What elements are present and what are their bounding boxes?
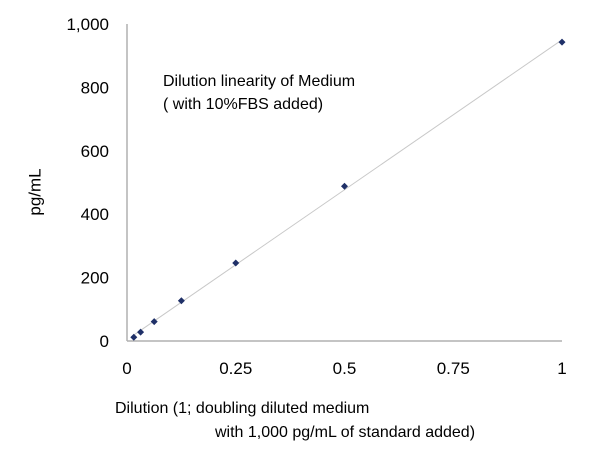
x-tick-label: 0.75	[437, 359, 470, 378]
y-tick-label: 400	[81, 205, 109, 224]
data-point	[177, 297, 185, 305]
x-tick-label: 1	[557, 359, 566, 378]
data-point	[341, 182, 348, 190]
x-axis-label-line-1: Dilution (1; doubling diluted medium	[115, 400, 370, 417]
y-tick-label: 600	[81, 142, 109, 161]
data-point	[137, 328, 145, 336]
data-point	[130, 333, 138, 341]
x-axis-label-line-2: with 1,000 pg/mL of standard added)	[215, 424, 476, 441]
data-point	[150, 318, 158, 326]
trendline	[133, 39, 563, 336]
y-tick-label: 1,000	[66, 15, 109, 34]
x-tick-label: 0.25	[219, 359, 252, 378]
data-point	[232, 259, 240, 267]
annotation-line-1: Dilution linearity of Medium	[163, 73, 356, 90]
x-tick-label: 0.5	[333, 359, 357, 378]
y-tick-label: 200	[81, 269, 109, 288]
y-tick-label: 800	[81, 78, 109, 97]
y-tick-label: 0	[100, 332, 109, 351]
annotation-line-2: ( with 10%FBS added)	[163, 96, 324, 113]
data-point	[558, 38, 566, 46]
x-tick-label: 0	[122, 359, 131, 378]
y-axis-label: pg/mL	[25, 168, 45, 216]
